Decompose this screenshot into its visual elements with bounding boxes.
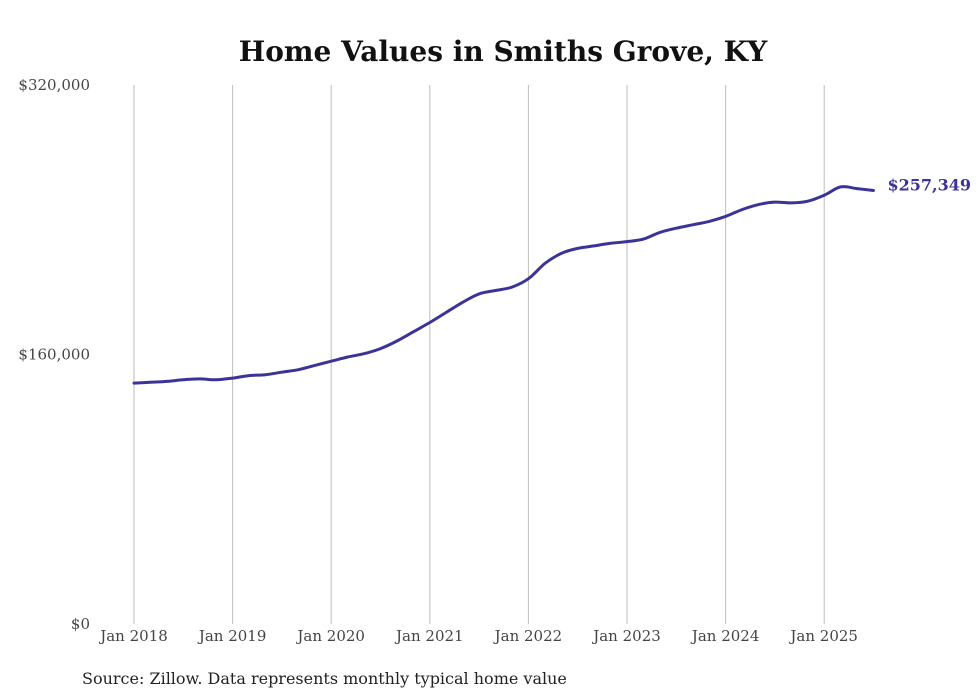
x-tick-label: Jan 2019 <box>197 627 267 645</box>
x-tick-label: Jan 2024 <box>690 627 760 645</box>
y-tick-label: $0 <box>71 615 90 633</box>
y-tick-label: $160,000 <box>18 346 90 364</box>
gridlines <box>133 85 825 624</box>
source-note: Source: Zillow. Data represents monthly … <box>82 669 567 688</box>
series-line-home-value <box>132 185 875 385</box>
x-tick-label: Jan 2025 <box>788 627 858 645</box>
x-tick-label: Jan 2021 <box>394 627 464 645</box>
x-tick-label: Jan 2022 <box>493 627 563 645</box>
y-tick-label: $320,000 <box>18 76 90 94</box>
end-value-label: $257,349 <box>888 176 972 195</box>
x-tick-label: Jan 2018 <box>98 627 168 645</box>
y-axis-ticks: $0 $160,000 $320,000 <box>18 76 90 633</box>
chart-title: Home Values in Smiths Grove, KY <box>239 35 768 68</box>
x-tick-label: Jan 2023 <box>591 627 661 645</box>
x-axis-ticks: Jan 2018 Jan 2019 Jan 2020 Jan 2021 Jan 2022… <box>98 627 858 645</box>
x-tick-label: Jan 2020 <box>295 627 365 645</box>
